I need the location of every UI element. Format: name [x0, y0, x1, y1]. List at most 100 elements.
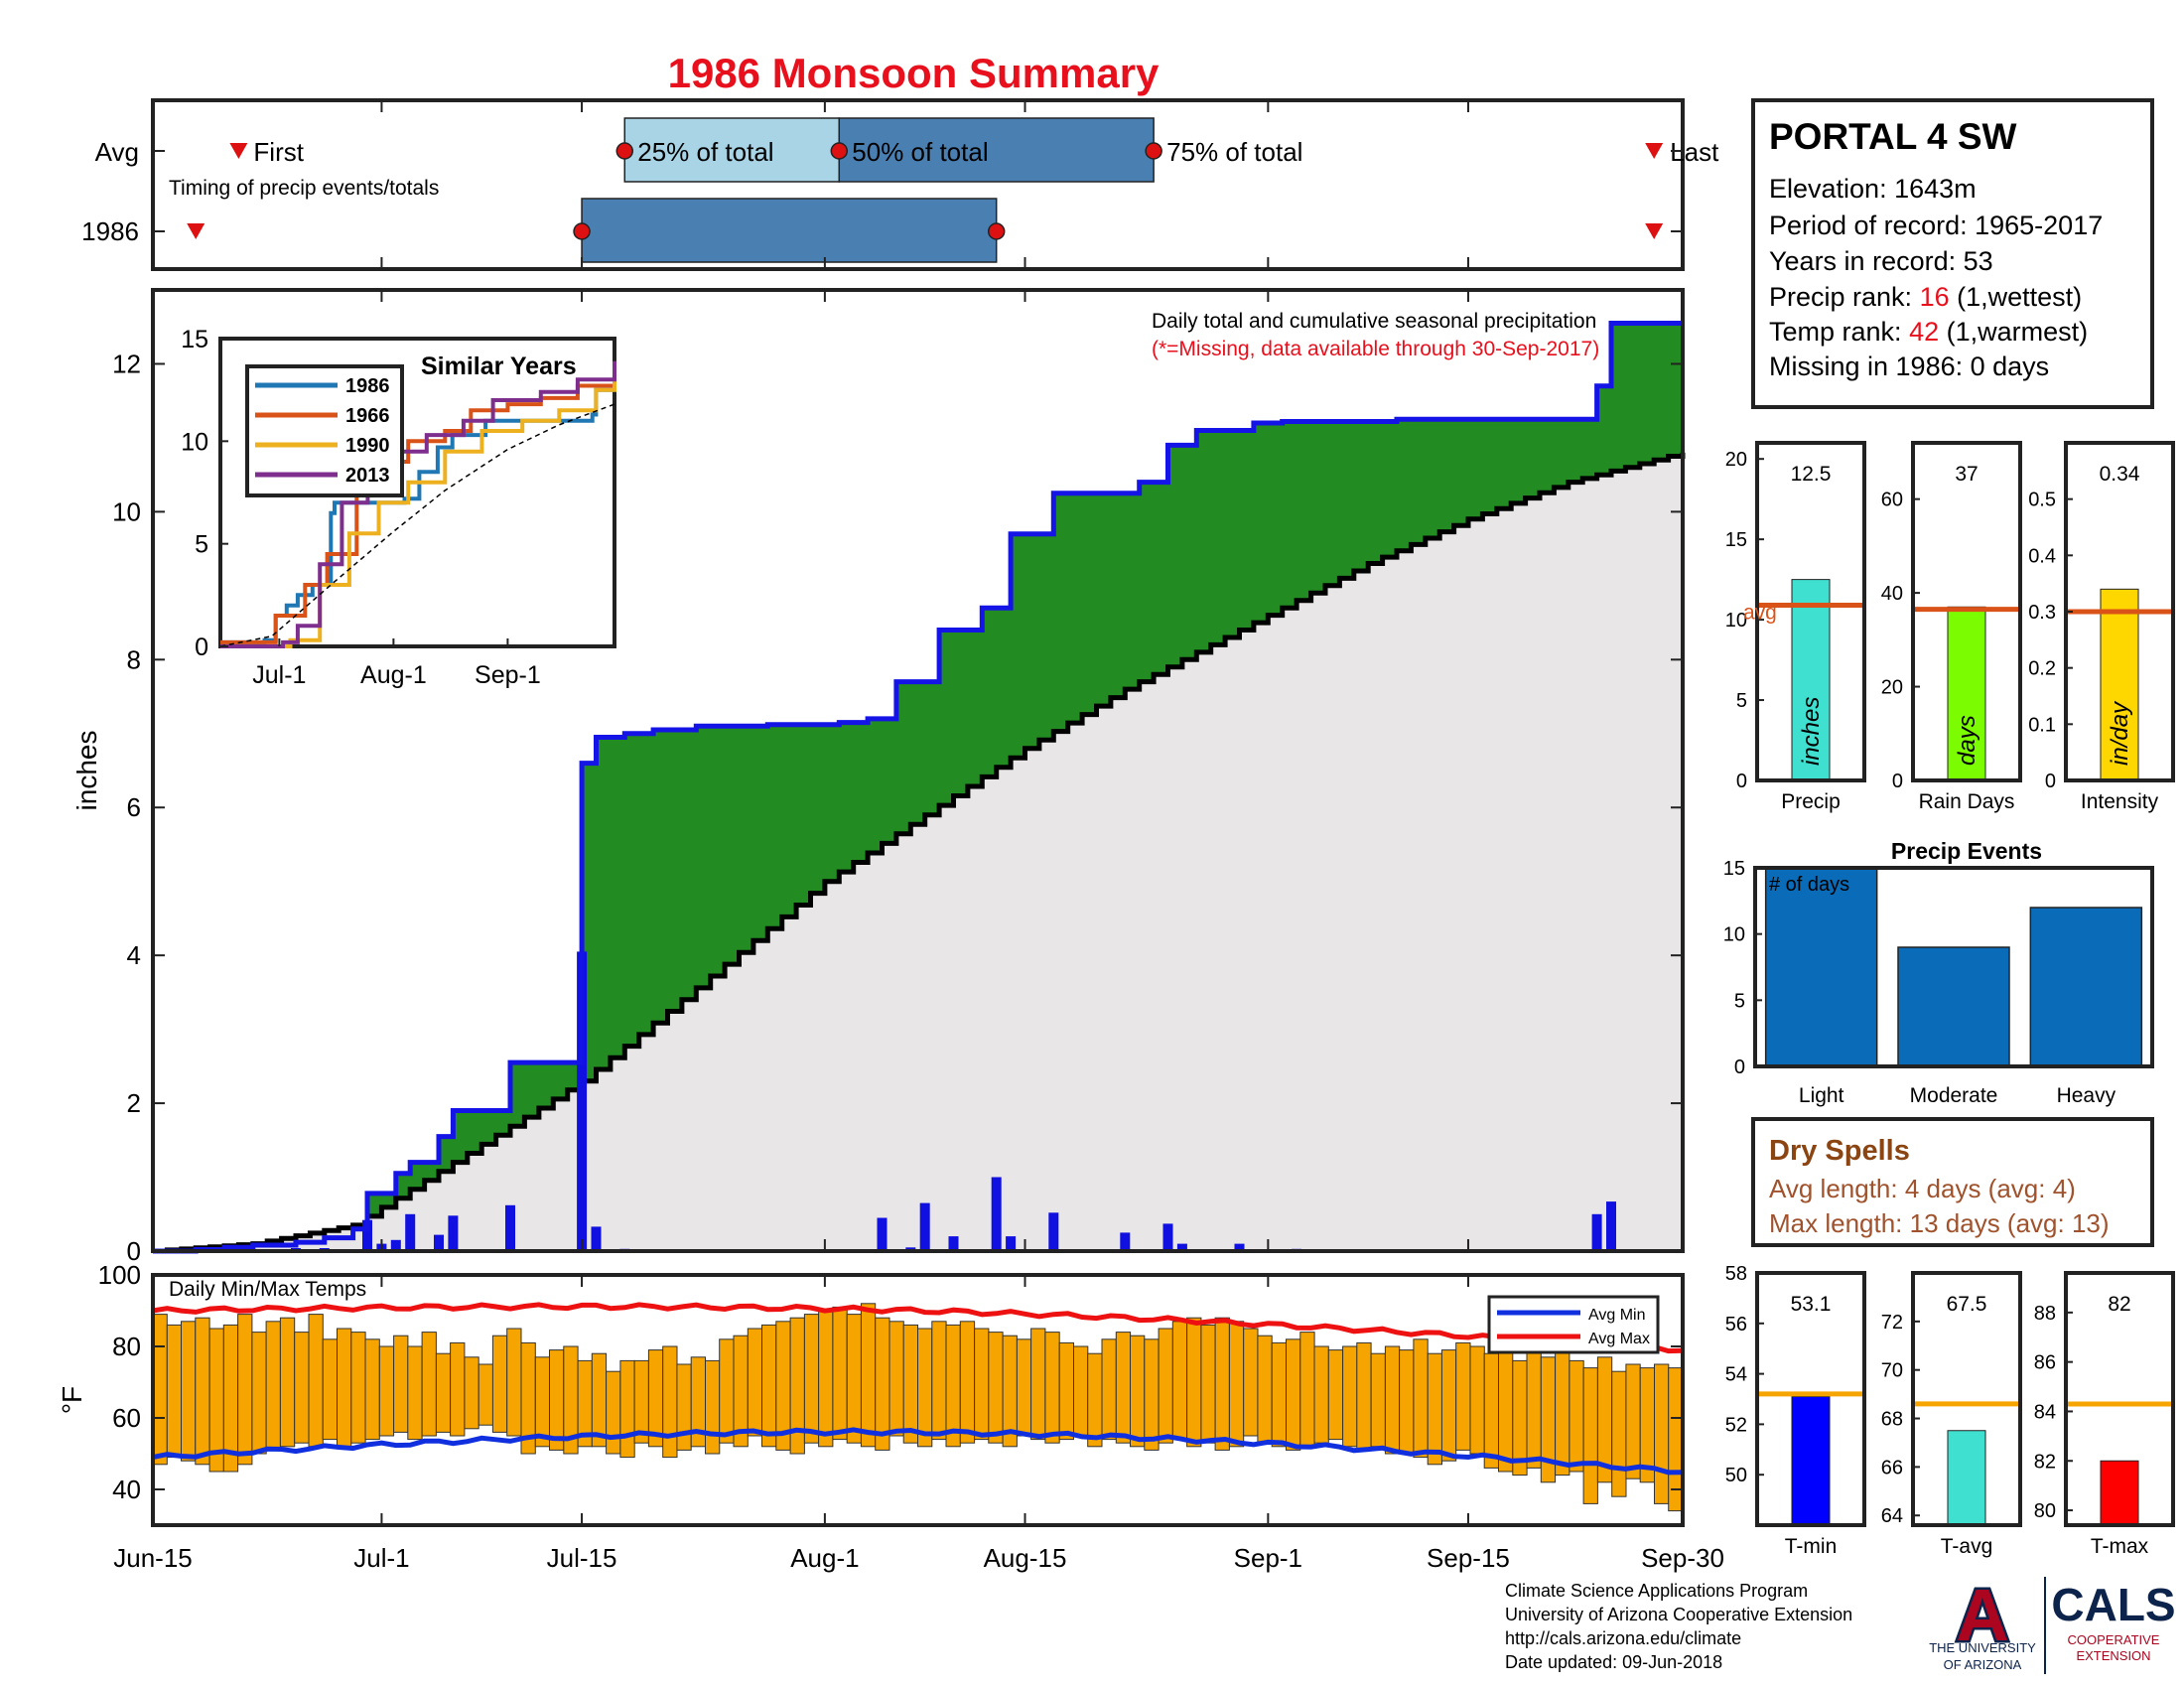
- daily-temp-bar: [152, 1314, 168, 1466]
- footer-line2: University of Arizona Cooperative Extens…: [1505, 1605, 1852, 1624]
- average-cumulative-area: [153, 452, 1683, 1251]
- date-tick-label: Jul-15: [547, 1543, 617, 1573]
- daily-temp-bar: [1455, 1341, 1471, 1451]
- station-name: PORTAL 4 SW: [1769, 116, 2017, 157]
- daily-temp-bar: [1384, 1345, 1401, 1455]
- date-tick-label: Aug-15: [984, 1543, 1067, 1573]
- temp-ytick-label: 80: [112, 1332, 141, 1361]
- avg-50-75-box: [838, 117, 1155, 183]
- temp-stats-panels: 53.1 T-min 50 52 54 56 58 67.5 T-avg 64 66 68 70 72 82…: [1725, 1263, 2175, 1558]
- daily-temp-bar: [1569, 1359, 1584, 1473]
- daily-temp-bar: [888, 1321, 904, 1437]
- stat-unit-label: days: [1954, 715, 1980, 766]
- daily-temp-bar: [237, 1314, 253, 1466]
- date-tick-label: Jul-1: [353, 1543, 409, 1573]
- stat-ytick-label: 0: [1892, 771, 1903, 792]
- main-ytick-label: 6: [127, 792, 141, 822]
- stat-value-bar: [1791, 579, 1831, 781]
- footer-line1: Climate Science Applications Program: [1505, 1581, 1808, 1601]
- daily-temp-bar: [662, 1345, 678, 1459]
- daily-temp-bar: [279, 1317, 296, 1448]
- stat-ytick-label: 80: [2034, 1500, 2056, 1522]
- daily-temp-bar: [803, 1314, 820, 1444]
- daily-temp-bar: [818, 1310, 834, 1448]
- daily-precip-bar: [1120, 1232, 1131, 1251]
- daily-temp-bar: [1342, 1345, 1358, 1448]
- daily-temp-bar: [166, 1324, 183, 1459]
- cals-wordmark: CALS: [2051, 1579, 2175, 1630]
- daily-temp-bar: [478, 1363, 494, 1426]
- daily-precip-bar: [1591, 1213, 1602, 1251]
- temp-title: Daily Min/Max Temps: [169, 1278, 366, 1301]
- stat-value-bar: [1947, 1430, 1986, 1526]
- stat-ytick-label: 10: [1725, 610, 1747, 632]
- daily-temp-bar: [1257, 1335, 1273, 1444]
- ua-name-line1: THE UNIVERSITY: [1929, 1640, 2036, 1655]
- daily-temp-bar: [1200, 1324, 1216, 1444]
- daily-temp-bar: [322, 1338, 339, 1441]
- daily-temp-bar: [917, 1328, 933, 1448]
- date-axis: Jun-15 Jul-1 Jul-15 Aug-1 Aug-15 Sep-1 Sep-15 S…: [113, 100, 1724, 1573]
- ua-block-a-logo: A: [1956, 1574, 2008, 1656]
- events-border: [1753, 866, 2154, 1068]
- footer-line4: Date updated: 09-Jun-2018: [1505, 1652, 1722, 1672]
- date-tick-label: Jun-15: [113, 1543, 193, 1573]
- avg-25-marker: [615, 142, 634, 160]
- avg-last-marker: [1645, 143, 1664, 159]
- daily-temp-bar: [1271, 1341, 1287, 1448]
- daily-temp-bar: [988, 1332, 1004, 1444]
- daily-temp-bar: [1370, 1352, 1386, 1448]
- ua-name-line2: OF ARIZONA: [1944, 1657, 2022, 1672]
- year-first-marker: [187, 223, 205, 239]
- temp-ytick-label: 40: [112, 1475, 141, 1504]
- footer-credits: Climate Science Applications Program Uni…: [1505, 1581, 1852, 1672]
- avg-50-marker: [830, 142, 849, 160]
- inset-legend-label: 1966: [345, 405, 390, 427]
- dry-spells-avg: Avg length: 4 days (avg: 4): [1769, 1174, 2076, 1203]
- stat-ytick-label: 54: [1725, 1364, 1747, 1386]
- daily-temp-bar: [549, 1349, 565, 1451]
- daily-temp-bar: [450, 1341, 466, 1437]
- temp-ylabel: °F: [57, 1386, 87, 1414]
- daily-temp-bar: [1228, 1321, 1245, 1448]
- events-title: Precip Events: [1891, 838, 2042, 864]
- stat-ytick-label: 60: [1881, 490, 1903, 511]
- stat-ytick-label: 72: [1881, 1312, 1903, 1334]
- timing-row-label-avg: Avg: [95, 137, 139, 167]
- daily-temp-bar: [1087, 1352, 1103, 1448]
- precip-event-label: Heavy: [2057, 1084, 2116, 1107]
- stat-ytick-label: 0.3: [2028, 602, 2056, 624]
- daily-temp-bar: [761, 1324, 777, 1448]
- daily-temp-bar: [1243, 1328, 1259, 1437]
- stat-ytick-label: 88: [2034, 1303, 2056, 1325]
- daily-temp-bar: [421, 1332, 437, 1437]
- daily-precip-bar: [1234, 1243, 1245, 1251]
- similar-year-line: [219, 403, 615, 647]
- inset-legend-label: 1990: [345, 435, 390, 457]
- stat-xlabel: Intensity: [2081, 790, 2159, 813]
- stat-xlabel: T-min: [1785, 1535, 1838, 1558]
- daily-temp-bar: [1158, 1328, 1173, 1444]
- daily-temp-bar: [464, 1356, 479, 1430]
- daily-temp-bar: [350, 1332, 366, 1444]
- inset-ytick-label: 10: [181, 428, 208, 456]
- daily-temp-bar: [265, 1321, 281, 1451]
- daily-temp-bar: [1356, 1341, 1372, 1451]
- temp-legend-box: [1487, 1295, 1660, 1354]
- daily-temp-bar: [294, 1332, 310, 1444]
- stat-panel-border: [1755, 441, 1866, 782]
- daily-temp-bar: [1186, 1317, 1202, 1448]
- station-info-box: PORTAL 4 SW Elevation: 1643m Period of r…: [1751, 98, 2154, 409]
- timing-row-label-year: 1986: [81, 216, 139, 246]
- inset-legend: 1986 1966 1990 2013: [255, 375, 390, 487]
- cals-logo: CALS COOPERATIVE EXTENSION: [2051, 1579, 2175, 1663]
- p25-label: 25% of total: [637, 137, 773, 167]
- stat-ytick-label: 66: [1881, 1457, 1903, 1478]
- stat-ytick-label: 0.5: [2028, 490, 2056, 511]
- daily-temp-bar: [534, 1356, 551, 1448]
- daily-temp-bar: [1214, 1317, 1230, 1451]
- station-elevation: Elevation: 1643m: [1769, 174, 1977, 204]
- daily-temp-bar: [1044, 1332, 1060, 1444]
- daily-temp-bar: [902, 1324, 919, 1444]
- stat-ytick-label: 84: [2034, 1401, 2056, 1423]
